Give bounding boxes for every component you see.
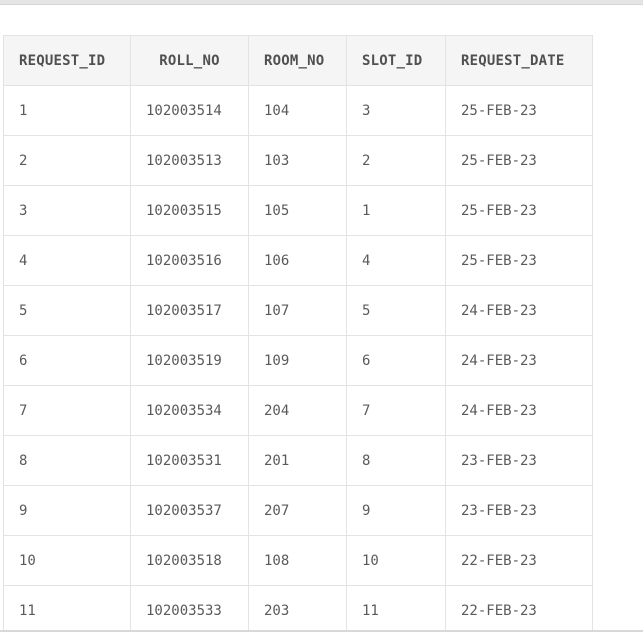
cell-request-date: 25-FEB-23 — [445, 85, 593, 136]
cell-roll-no: 102003514 — [130, 85, 249, 136]
column-header-roll-no[interactable]: ROLL_NO — [130, 35, 249, 86]
table-row: 8 102003531 201 8 23-FEB-23 — [3, 435, 593, 486]
cell-slot-id: 7 — [346, 385, 446, 436]
cell-request-id: 5 — [3, 285, 131, 336]
cell-request-date: 24-FEB-23 — [445, 385, 593, 436]
cell-roll-no: 102003515 — [130, 185, 249, 236]
cell-request-date: 25-FEB-23 — [445, 135, 593, 186]
cell-roll-no: 102003534 — [130, 385, 249, 436]
cell-slot-id: 3 — [346, 85, 446, 136]
cell-request-id: 9 — [3, 485, 131, 536]
cell-slot-id: 6 — [346, 335, 446, 386]
cell-slot-id: 4 — [346, 235, 446, 286]
table-row: 4 102003516 106 4 25-FEB-23 — [3, 235, 593, 286]
results-table-container[interactable]: REQUEST_ID ROLL_NO ROOM_NO SLOT_ID REQUE… — [3, 35, 593, 632]
cell-roll-no: 102003519 — [130, 335, 249, 386]
column-header-request-date[interactable]: REQUEST_DATE — [445, 35, 593, 86]
cell-request-id: 11 — [3, 585, 131, 632]
cell-request-id: 10 — [3, 535, 131, 586]
cell-request-date: 23-FEB-23 — [445, 485, 593, 536]
results-table: REQUEST_ID ROLL_NO ROOM_NO SLOT_ID REQUE… — [3, 35, 593, 632]
table-row: 6 102003519 109 6 24-FEB-23 — [3, 335, 593, 386]
cell-request-id: 8 — [3, 435, 131, 486]
cell-roll-no: 102003516 — [130, 235, 249, 286]
cell-slot-id: 10 — [346, 535, 446, 586]
cell-request-date: 22-FEB-23 — [445, 585, 593, 632]
table-row: 9 102003537 207 9 23-FEB-23 — [3, 485, 593, 536]
top-divider — [0, 0, 643, 5]
cell-request-id: 6 — [3, 335, 131, 386]
cell-room-no: 108 — [248, 535, 347, 586]
cell-request-id: 4 — [3, 235, 131, 286]
column-header-room-no[interactable]: ROOM_NO — [248, 35, 347, 86]
cell-room-no: 103 — [248, 135, 347, 186]
cell-slot-id: 11 — [346, 585, 446, 632]
cell-roll-no: 102003531 — [130, 435, 249, 486]
cell-request-date: 24-FEB-23 — [445, 285, 593, 336]
column-header-request-id[interactable]: REQUEST_ID — [3, 35, 131, 86]
cell-roll-no: 102003518 — [130, 535, 249, 586]
cell-room-no: 201 — [248, 435, 347, 486]
cell-slot-id: 9 — [346, 485, 446, 536]
cell-room-no: 109 — [248, 335, 347, 386]
cell-room-no: 203 — [248, 585, 347, 632]
table-row: 3 102003515 105 1 25-FEB-23 — [3, 185, 593, 236]
cell-slot-id: 2 — [346, 135, 446, 186]
table-body: 1 102003514 104 3 25-FEB-23 2 102003513 103 2 25-… — [3, 85, 593, 632]
cell-request-id: 3 — [3, 185, 131, 236]
table-row: 2 102003513 103 2 25-FEB-23 — [3, 135, 593, 186]
cell-request-date: 22-FEB-23 — [445, 535, 593, 586]
bottom-divider — [0, 630, 643, 632]
cell-request-id: 1 — [3, 85, 131, 136]
cell-request-id: 2 — [3, 135, 131, 186]
cell-request-date: 23-FEB-23 — [445, 435, 593, 486]
cell-room-no: 104 — [248, 85, 347, 136]
cell-roll-no: 102003517 — [130, 285, 249, 336]
cell-room-no: 105 — [248, 185, 347, 236]
cell-room-no: 107 — [248, 285, 347, 336]
cell-request-date: 25-FEB-23 — [445, 185, 593, 236]
cell-request-date: 24-FEB-23 — [445, 335, 593, 386]
cell-slot-id: 5 — [346, 285, 446, 336]
table-row: 7 102003534 204 7 24-FEB-23 — [3, 385, 593, 436]
cell-roll-no: 102003533 — [130, 585, 249, 632]
cell-room-no: 106 — [248, 235, 347, 286]
cell-roll-no: 102003513 — [130, 135, 249, 186]
table-row: 5 102003517 107 5 24-FEB-23 — [3, 285, 593, 336]
column-header-slot-id[interactable]: SLOT_ID — [346, 35, 446, 86]
table-row: 11 102003533 203 11 22-FEB-23 — [3, 585, 593, 632]
cell-roll-no: 102003537 — [130, 485, 249, 536]
cell-slot-id: 8 — [346, 435, 446, 486]
cell-room-no: 204 — [248, 385, 347, 436]
table-row: 10 102003518 108 10 22-FEB-23 — [3, 535, 593, 586]
table-row: 1 102003514 104 3 25-FEB-23 — [3, 85, 593, 136]
cell-request-date: 25-FEB-23 — [445, 235, 593, 286]
header-row: REQUEST_ID ROLL_NO ROOM_NO SLOT_ID REQUE… — [3, 35, 593, 86]
cell-request-id: 7 — [3, 385, 131, 436]
cell-room-no: 207 — [248, 485, 347, 536]
cell-slot-id: 1 — [346, 185, 446, 236]
